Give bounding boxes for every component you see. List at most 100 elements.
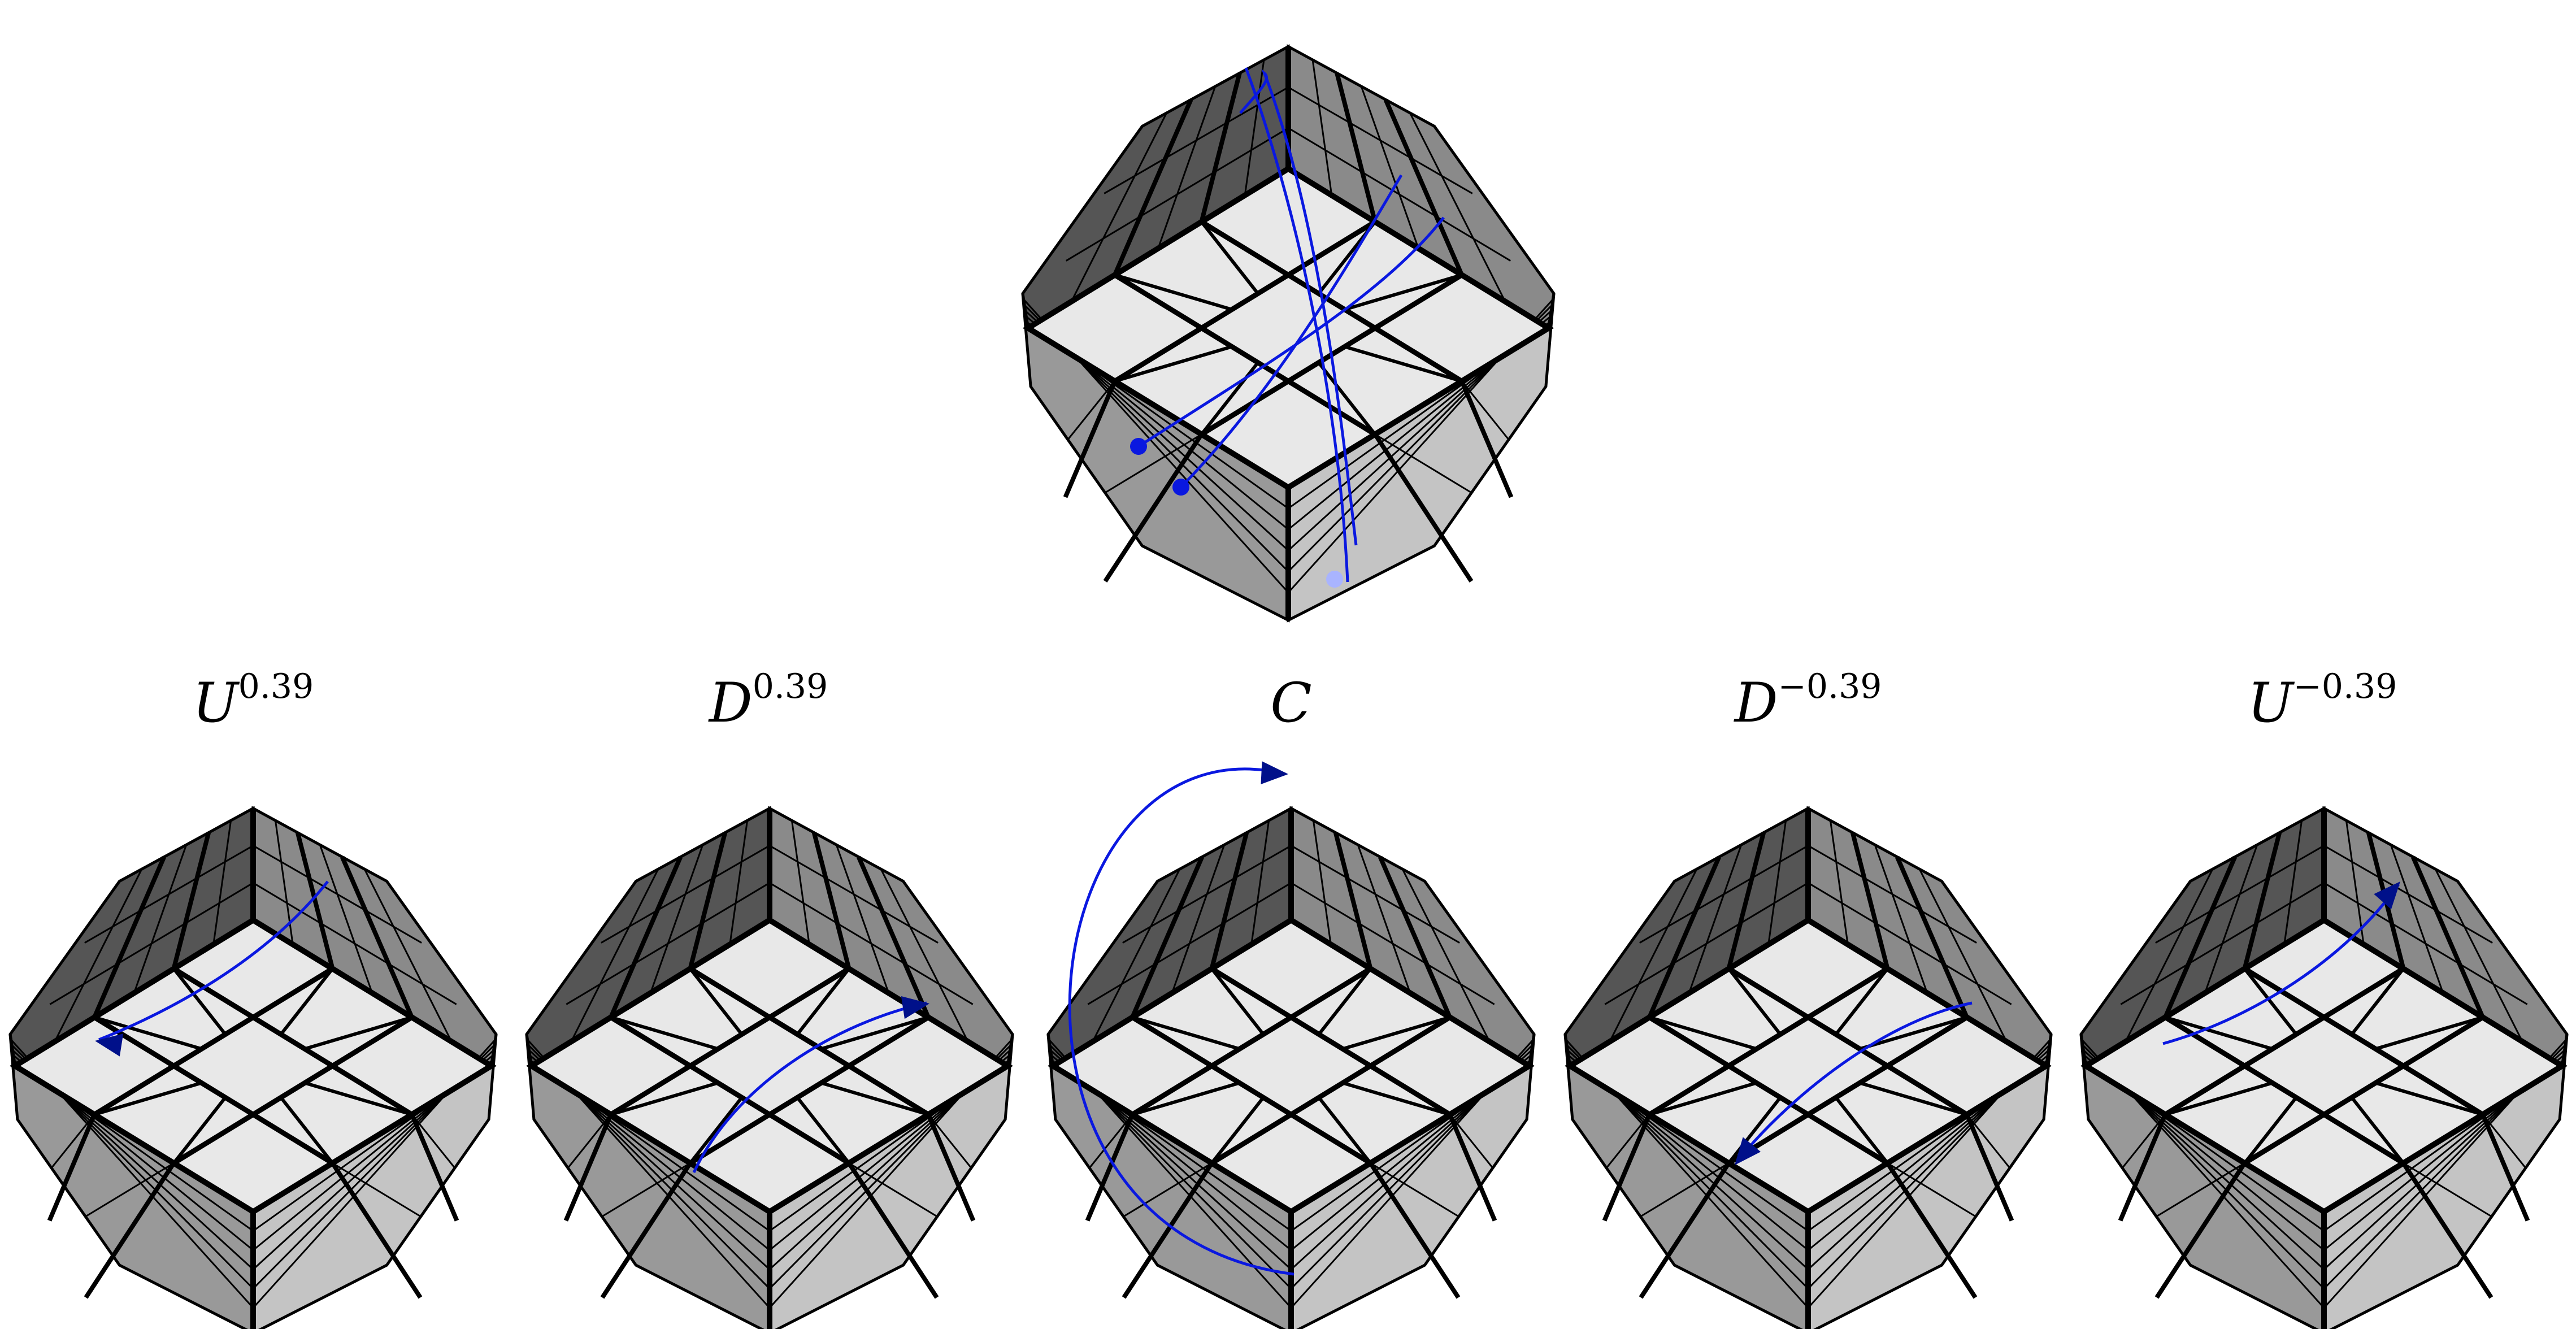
facet-line [1288, 127, 1511, 262]
facet-line [2390, 844, 2444, 993]
tile-cut [2350, 1096, 2405, 1165]
facet-line [1357, 844, 1411, 993]
tile-cut [1114, 345, 1233, 383]
arrowhead-c [1261, 761, 1288, 784]
edge-line [1647, 856, 1722, 1018]
tile-cut [1342, 1081, 1450, 1117]
cube-panels [8, 44, 2569, 1329]
facet-line [1370, 1162, 1459, 1218]
facet-line [1104, 433, 1202, 494]
edge-line [1130, 856, 1205, 1018]
facet-line [1409, 112, 1506, 302]
grid-line [689, 1015, 930, 1166]
facet-line [880, 868, 969, 1043]
facet-line [85, 1162, 175, 1218]
grid-line [2164, 1015, 2405, 1166]
cube-u-pos [8, 806, 498, 1329]
edge-line [410, 1113, 459, 1222]
facet-line [769, 882, 974, 1005]
facet-line [1087, 882, 1292, 1005]
facet-line [2121, 1114, 2166, 1169]
edge-line [926, 1113, 976, 1222]
tile-cut [796, 967, 850, 1036]
tile-cut [1317, 1096, 1372, 1165]
facet-line [1122, 845, 1292, 944]
face-top [1022, 165, 1554, 491]
facet-line [253, 845, 422, 944]
grid-line [1131, 966, 1372, 1117]
edge-line [1333, 832, 1373, 970]
facet-line [2125, 868, 2214, 1043]
facet-line [49, 882, 254, 1005]
path-u-pos [98, 880, 329, 1041]
cube-c [1046, 806, 1536, 1329]
tile-cut [304, 1081, 412, 1117]
edge-line [1639, 1162, 1731, 1299]
facet-line [2345, 820, 2365, 945]
grid-line [1131, 1015, 1372, 1166]
grid-line [1200, 219, 1463, 384]
facet-line [1918, 868, 2008, 1043]
edge-line [1886, 1162, 1978, 1299]
facet-line [1605, 1114, 1650, 1169]
grid-line [1210, 966, 1452, 1117]
edge-line [1113, 98, 1193, 276]
tile-cut [279, 1096, 334, 1165]
facet-line [1291, 882, 1495, 1005]
edge-line [1063, 380, 1117, 498]
tile-cut [1859, 1081, 1967, 1117]
facet-line [54, 868, 143, 1043]
cube-main [1021, 44, 1556, 623]
tile-cut [2165, 1081, 2273, 1117]
edge-line [84, 1162, 176, 1299]
tile-cut [1859, 1015, 1967, 1051]
edge-line [1850, 832, 1890, 970]
tile-cut [1317, 361, 1376, 436]
edge-line [1726, 832, 1766, 970]
tile-cut [1344, 273, 1462, 311]
facet-line [1065, 127, 1289, 262]
edge-line [47, 1113, 97, 1222]
tile-cut [1342, 1015, 1450, 1051]
grid-line [1113, 219, 1376, 384]
grid-line [93, 966, 334, 1117]
cube-u-neg [2079, 806, 2569, 1329]
edge-line [1209, 832, 1249, 970]
facet-line [84, 845, 254, 944]
grid-line [689, 966, 930, 1117]
edge-line [92, 856, 167, 1018]
edge-line [2154, 1162, 2247, 1299]
arrowhead-u-neg [2374, 881, 2400, 910]
tile-cut [2243, 1096, 2298, 1165]
main-path-b [1180, 174, 1403, 488]
path-u-neg [2162, 883, 2400, 1045]
tile-cut [94, 1015, 202, 1051]
tile-cut [1727, 1096, 1782, 1165]
tile-cut [689, 1096, 744, 1165]
facet-line [1291, 845, 1460, 944]
facet-line [1808, 845, 1977, 944]
edge-line [2481, 1113, 2530, 1222]
facet-line [2403, 1162, 2492, 1218]
facet-line [1360, 86, 1419, 249]
facet-line [1767, 820, 1787, 945]
facet-line [1374, 433, 1472, 494]
facet-line [1829, 820, 1849, 945]
end-dot [1326, 571, 1343, 588]
facet-line [649, 844, 704, 993]
edge-line [1373, 433, 1474, 583]
facet-line [133, 844, 188, 993]
facet-line [1966, 1114, 2011, 1169]
tile-cut [1132, 1081, 1240, 1117]
grid-line [172, 1015, 414, 1166]
tile-cut [610, 1015, 719, 1051]
tile-cut [689, 967, 744, 1036]
edge-line [1895, 856, 1969, 1018]
tile-cut [1649, 1081, 1757, 1117]
facet-line [1250, 820, 1270, 945]
edge-line [1383, 98, 1464, 276]
facet-line [1157, 86, 1217, 249]
tile-cut [1834, 967, 1889, 1036]
facet-line [1312, 820, 1332, 945]
